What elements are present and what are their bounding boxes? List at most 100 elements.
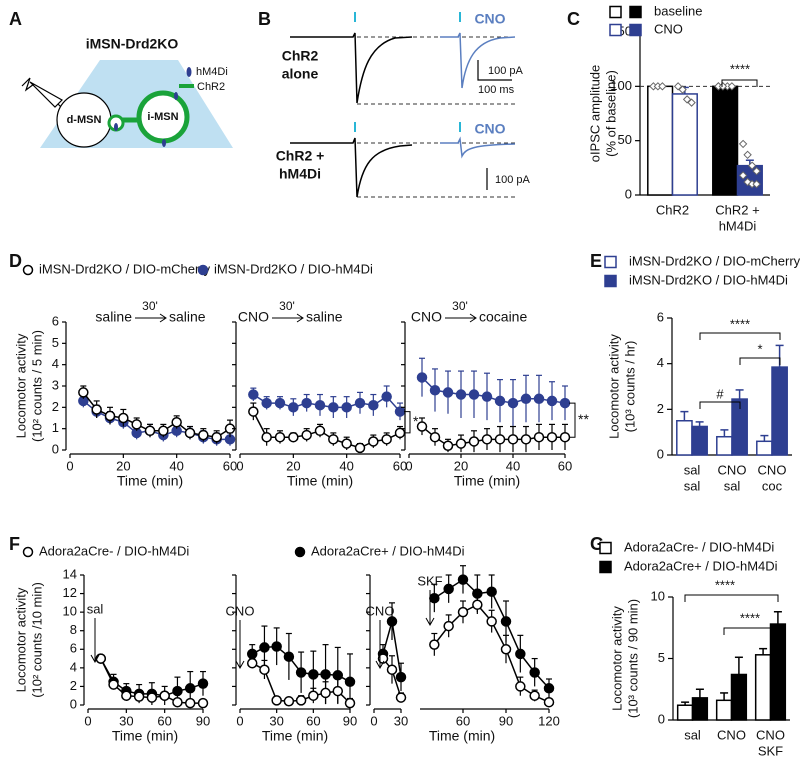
- x-tick-label: hM4Di: [719, 218, 757, 233]
- data-point: [246, 657, 258, 669]
- data-point: [144, 425, 156, 437]
- x-axis-label: Time (min): [117, 473, 183, 489]
- data-point: [500, 616, 512, 627]
- data-point: [172, 685, 183, 697]
- data-point: [288, 402, 299, 413]
- annotation: ****: [730, 316, 750, 331]
- y-axis-label: Locomotor activity: [13, 587, 28, 692]
- bar: [716, 435, 733, 456]
- data-point: [386, 616, 398, 627]
- y-tick-label: 0: [625, 186, 632, 201]
- arrow-label: CNO: [226, 603, 255, 618]
- panel-title: saline: [169, 309, 206, 325]
- bar: [715, 699, 733, 721]
- x-tick-label: 90: [499, 713, 513, 728]
- legend-label: iMSN-Drd2KO / DIO-mCherry: [39, 261, 211, 276]
- event-arrow: [425, 590, 435, 627]
- y-axis-label: (10² counts /10 min): [29, 582, 44, 698]
- data-point: [416, 372, 428, 383]
- y-tick-label: 100: [610, 78, 632, 93]
- node-label: i-MSN: [147, 111, 178, 123]
- data-point: [308, 690, 319, 701]
- x-tick-label: 0: [405, 458, 412, 473]
- x-tick-label: 90: [196, 713, 210, 728]
- data-point: [494, 395, 506, 407]
- data-point: [288, 431, 299, 443]
- receptor: [114, 123, 118, 131]
- x-tick-label: coc: [762, 478, 783, 493]
- x-tick-label: 0: [236, 458, 243, 473]
- data-point: [515, 648, 526, 660]
- data-point: [314, 399, 326, 411]
- data-point: [443, 620, 454, 632]
- data-point: [332, 685, 344, 697]
- scale-bar: [477, 60, 512, 81]
- x-tick-label: 60: [558, 458, 572, 473]
- data-point: [118, 412, 129, 424]
- data-point: [481, 391, 493, 402]
- bar: [771, 366, 788, 456]
- y-tick-label: 4: [657, 355, 664, 370]
- data-point: [486, 616, 497, 627]
- panel-title: 30': [452, 299, 468, 313]
- data-point: [283, 651, 295, 662]
- title-arrow: [135, 313, 167, 323]
- data-point: [248, 389, 259, 400]
- bar: [691, 697, 709, 721]
- event-arrow: [90, 618, 100, 664]
- x-tick-label: CNO: [717, 727, 746, 742]
- data-point: [546, 395, 558, 407]
- scale-label: 100 pA: [495, 174, 531, 186]
- data-point: [171, 417, 182, 428]
- data-point: [158, 425, 169, 437]
- event-arrow: [375, 620, 385, 670]
- data-point: [274, 397, 286, 409]
- data-point: [543, 696, 555, 708]
- x-tick-label: 0: [84, 713, 91, 728]
- data-point: [455, 438, 467, 449]
- data-point: [718, 82, 728, 91]
- data-point: [457, 606, 469, 618]
- panel-title: CNO: [411, 309, 442, 325]
- data-point: [211, 431, 222, 443]
- data-point: [314, 425, 326, 437]
- data-point: [507, 434, 519, 445]
- data-point: [131, 419, 142, 430]
- y-tick-label: 3: [52, 377, 59, 392]
- data-point: [738, 139, 748, 149]
- bar: [730, 673, 748, 721]
- title-arrow: [272, 313, 304, 323]
- bar: [756, 440, 773, 456]
- data-point: [386, 664, 398, 675]
- data-point: [455, 389, 467, 400]
- annotation: *: [757, 341, 762, 356]
- x-axis-label: Time (min): [429, 728, 495, 744]
- y-tick-label: 10: [651, 588, 665, 603]
- x-tick-label: sal: [684, 462, 701, 477]
- data-point: [328, 434, 339, 445]
- panel-title: CNO: [238, 309, 269, 325]
- data-point: [529, 667, 540, 678]
- data-point: [442, 440, 454, 451]
- y-tick-label: 5: [658, 650, 665, 665]
- legend-marker: [629, 23, 642, 37]
- data-point: [246, 648, 258, 660]
- y-tick-label: 2: [52, 399, 59, 414]
- y-tick-label: 2: [70, 678, 77, 693]
- x-tick-label: 90: [343, 713, 357, 728]
- legend-label: iMSN-Drd2KO / DIO-mCherry: [629, 253, 800, 268]
- data-point: [520, 434, 532, 445]
- x-tick-label: 0: [66, 458, 73, 473]
- data-point: [271, 695, 282, 706]
- annotation-bracket: [699, 401, 741, 409]
- data-point: [354, 397, 366, 409]
- y-tick-label: 6: [657, 309, 664, 324]
- data-point: [197, 697, 209, 709]
- annotation-bracket: [404, 411, 411, 434]
- data-point: [354, 442, 366, 454]
- data-point: [95, 653, 107, 664]
- y-axis-label: (% of baseline): [603, 70, 618, 157]
- y-axis-label: (10³ counts / 90 min): [625, 599, 640, 718]
- bar: [671, 93, 698, 196]
- x-tick-label: sal: [724, 478, 741, 493]
